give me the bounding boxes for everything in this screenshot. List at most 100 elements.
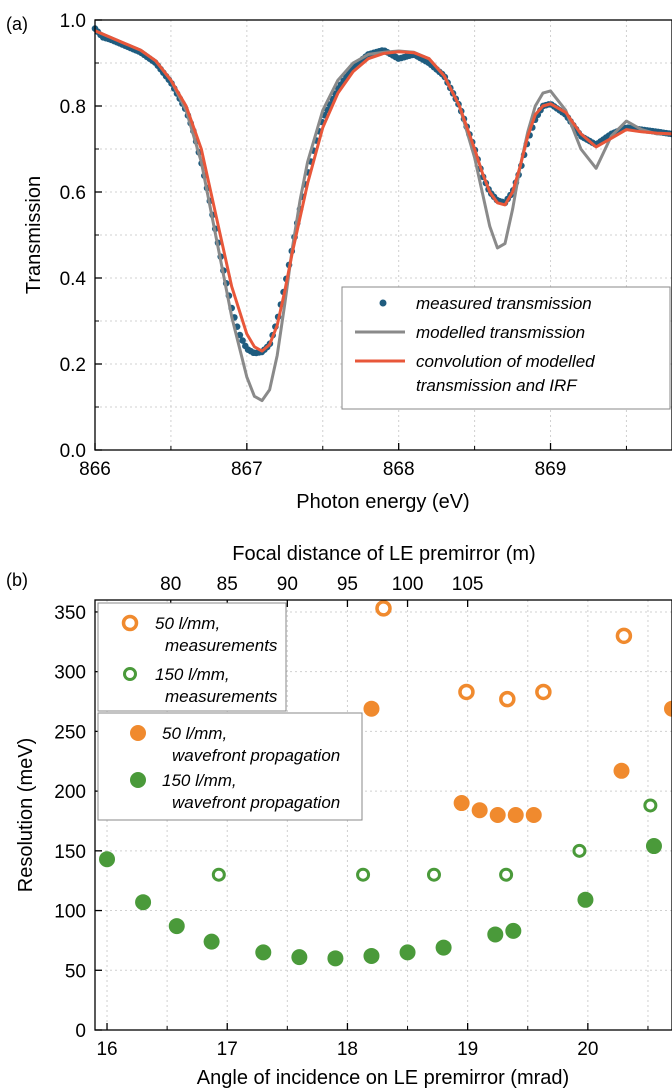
tick-b-y-250: 250 <box>54 722 86 743</box>
tick-a-y-1.0: 1.0 <box>60 11 86 32</box>
tick-a-x-866: 866 <box>79 459 111 480</box>
line-convolution <box>94 29 672 353</box>
legend-50-wave-line2: wavefront propagation <box>172 746 340 765</box>
tick-a-y-0.6: 0.6 <box>60 183 86 204</box>
legend-150-wave-line1: 150 l/mm, <box>162 771 237 790</box>
panel-b-legend-measurements: 50 l/mm, measurements 150 l/mm, measurem… <box>97 602 287 712</box>
point-b-series3 <box>99 851 116 868</box>
point-b-series3 <box>505 922 522 939</box>
point-b-series1 <box>356 867 371 882</box>
tick-b-x2-85: 85 <box>217 574 238 595</box>
point-b-series3 <box>487 926 504 943</box>
panel-b-frame <box>94 599 672 1031</box>
panel-a-series <box>91 25 672 403</box>
tick-b-x-20: 20 <box>577 1039 598 1060</box>
legend-measured-marker <box>379 299 387 307</box>
panel-a-ylabel: Transmission <box>23 176 45 294</box>
panel-a-xlabel: Photon energy (eV) <box>296 491 469 513</box>
tick-b-x2-105: 105 <box>452 574 484 595</box>
point-b-series2 <box>613 762 630 779</box>
tick-b-x2-95: 95 <box>337 574 358 595</box>
tick-b-x-17: 17 <box>217 1039 238 1060</box>
legend-50-wave-label: 50 l/mm, wavefront propagation <box>162 724 340 765</box>
panel-a-legend: measured transmission modelled transmiss… <box>341 286 671 410</box>
point-b-series0 <box>458 683 475 701</box>
legend-convolution-line1: convolution of modelled <box>416 352 595 371</box>
point-b-series2 <box>507 807 524 823</box>
legend-150-wave-label: 150 l/mm, wavefront propagation <box>162 771 340 812</box>
tick-b-y-100: 100 <box>54 902 86 923</box>
tick-b-y-350: 350 <box>54 603 86 624</box>
tick-b-y-0: 0 <box>75 1021 86 1042</box>
legend-150-meas-line2: measurements <box>165 687 278 706</box>
point-b-series3 <box>168 918 185 935</box>
legend-150-wave-marker <box>130 772 146 788</box>
point-b-series3 <box>327 950 344 967</box>
point-b-series0 <box>535 683 552 701</box>
point-b-series3 <box>255 944 272 961</box>
point-b-series3 <box>135 894 152 911</box>
tick-b-x2-100: 100 <box>392 574 424 595</box>
tick-a-y-0.8: 0.8 <box>60 97 86 118</box>
legend-50-meas-line1: 50 l/mm, <box>155 614 220 633</box>
tick-b-x-19: 19 <box>457 1039 478 1060</box>
tick-a-x-867: 867 <box>231 459 263 480</box>
point-b-series1 <box>211 867 226 882</box>
panel-a: (a) 866 867 868 869 0.0 0.2 0.4 0.6 0.8 1.0 Photo… <box>6 11 672 513</box>
point-b-series1 <box>643 798 658 813</box>
tick-b-y-150: 150 <box>54 842 86 863</box>
tick-a-y-0.0: 0.0 <box>60 441 86 462</box>
legend-150-meas-marker <box>123 667 137 681</box>
tick-a-y-0.2: 0.2 <box>60 355 86 376</box>
legend-150-wave-line2: wavefront propagation <box>172 793 340 812</box>
panel-b-label: (b) <box>6 570 28 590</box>
point-b-series1 <box>499 867 514 882</box>
panel-b-x2label: Focal distance of LE premirror (m) <box>232 543 535 565</box>
tick-a-y-0.4: 0.4 <box>60 269 87 290</box>
point-b-series2 <box>525 807 542 823</box>
panel-a-label: (a) <box>6 14 28 34</box>
panel-b-ylabel: Resolution (meV) <box>15 738 37 893</box>
point-b-series3 <box>577 891 594 908</box>
legend-50-meas-label: 50 l/mm, measurements <box>155 614 278 655</box>
panel-b-xlabel: Angle of incidence on LE premirror (mrad… <box>197 1067 569 1089</box>
series-b-0 <box>375 600 633 708</box>
panel-b-legend-wavefront: 50 l/mm, wavefront propagation 150 l/mm,… <box>97 712 363 821</box>
tick-b-y-200: 200 <box>54 782 86 803</box>
legend-150-meas-label: 150 l/mm, measurements <box>155 665 278 706</box>
legend-measured-label: measured transmission <box>416 294 592 313</box>
point-b-series2 <box>471 802 488 819</box>
legend-150-meas-line1: 150 l/mm, <box>155 665 230 684</box>
point-b-series1 <box>572 843 587 858</box>
point-b-series3 <box>435 939 452 956</box>
point-measured <box>239 337 246 344</box>
point-b-series3 <box>291 949 308 966</box>
point-b-series0 <box>499 690 516 708</box>
legend-50-meas-marker <box>121 614 139 632</box>
tick-a-x-868: 868 <box>383 459 415 480</box>
tick-b-y-50: 50 <box>65 961 86 982</box>
point-b-series2 <box>489 807 506 823</box>
panel-a-ticks: 866 867 868 869 0.0 0.2 0.4 0.6 0.8 1.0 <box>60 11 627 480</box>
tick-a-x-869: 869 <box>535 459 567 480</box>
tick-b-y-300: 300 <box>54 663 86 684</box>
point-b-series3 <box>399 944 416 961</box>
legend-50-wave-line1: 50 l/mm, <box>162 724 227 743</box>
point-b-series3 <box>645 838 662 855</box>
point-b-series1 <box>426 867 441 882</box>
point-b-series2 <box>664 700 672 717</box>
series-b-1 <box>211 798 658 882</box>
tick-b-x-16: 16 <box>96 1039 117 1060</box>
point-b-series0 <box>375 600 392 617</box>
legend-modelled-label: modelled transmission <box>416 323 585 342</box>
series-b-2 <box>363 700 672 823</box>
tick-b-x-18: 18 <box>337 1039 358 1060</box>
series-b-3 <box>99 838 662 967</box>
legend-convolution-label: convolution of modelled transmission and… <box>416 352 599 395</box>
point-b-series2 <box>363 700 380 717</box>
legend-convolution-line2: transmission and IRF <box>416 376 578 395</box>
tick-b-x2-90: 90 <box>277 574 298 595</box>
